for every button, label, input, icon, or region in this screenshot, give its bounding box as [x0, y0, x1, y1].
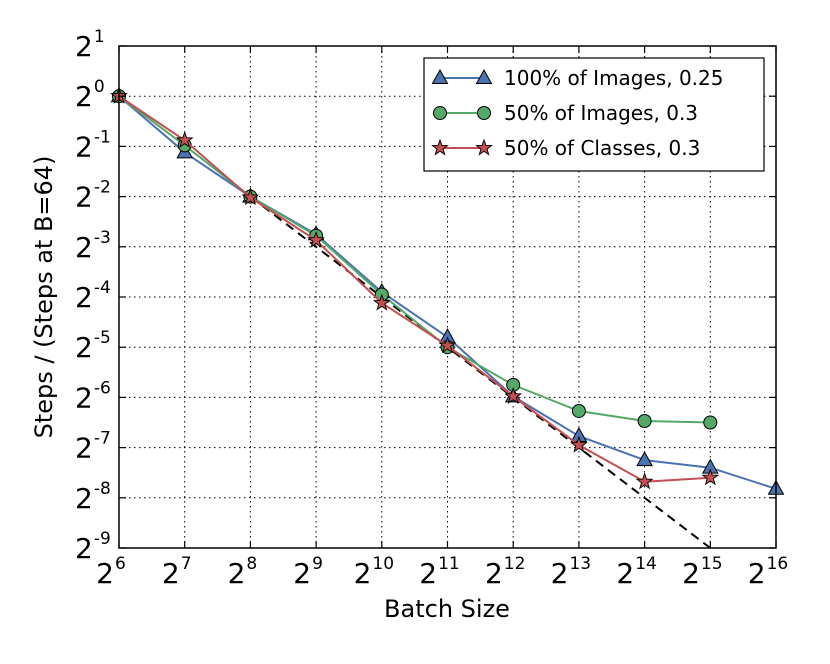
x-tick-labels: 26 27 28 29 210 211 212 213 214 215 216 — [96, 554, 788, 590]
data-point — [703, 415, 718, 430]
x-tick-label: 211 — [419, 554, 459, 590]
legend-marker — [431, 68, 449, 84]
y-tick-label: 2-4 — [75, 278, 111, 314]
data-point — [637, 413, 652, 428]
x-tick-label: 212 — [485, 554, 525, 590]
legend-label: 50% of Images, 0.3 — [504, 101, 698, 125]
tick-marks — [118, 45, 777, 549]
y-tick-label: 20 — [75, 77, 105, 113]
data-point — [307, 230, 325, 248]
legend-entry: 100% of Images, 0.25 — [431, 66, 723, 90]
data-point — [635, 472, 654, 490]
y-tick-label: 21 — [75, 27, 105, 63]
data-point — [636, 451, 653, 467]
series-line — [118, 95, 711, 483]
legend-label: 100% of Images, 0.25 — [504, 66, 723, 90]
x-tick-label: 28 — [228, 554, 258, 590]
x-tick-label: 26 — [96, 554, 126, 590]
legend-marker — [477, 106, 491, 120]
legend-entry: 50% of Images, 0.3 — [433, 101, 698, 125]
series-3 — [110, 86, 720, 490]
x-axis-label: Batch Size — [384, 595, 510, 623]
x-tick-label: 214 — [616, 554, 656, 590]
legend-marker — [475, 68, 493, 84]
data-point — [372, 293, 391, 311]
y-tick-label: 2-7 — [75, 429, 111, 465]
x-tick-label: 216 — [748, 554, 788, 590]
legend-marker — [433, 106, 447, 120]
y-tick-label: 2-5 — [75, 328, 111, 364]
y-tick-label: 2-8 — [75, 479, 111, 515]
legend-items: 100% of Images, 0.25 50% of Images, 0.3 50… — [431, 66, 723, 160]
y-tick-labels: 21 20 2-1 2-2 2-3 2-4 2-5 2-6 2-7 2-8 2-9 — [75, 27, 111, 565]
data-point — [701, 468, 720, 486]
data-point — [438, 336, 457, 354]
y-tick-label: 2-1 — [75, 127, 111, 163]
series-line — [118, 95, 711, 424]
legend-marker — [475, 138, 493, 156]
data-point — [571, 403, 586, 418]
y-tick-label: 2-6 — [75, 378, 111, 414]
legend: 100% of Images, 0.25 50% of Images, 0.3 50… — [423, 57, 765, 172]
y-tick-label: 2-3 — [75, 228, 111, 264]
y-axis-label: Steps / (Steps at B=64) — [30, 156, 58, 439]
x-tick-label: 215 — [682, 554, 722, 590]
data-point — [504, 387, 523, 404]
y-tick-label: 2-2 — [75, 178, 111, 214]
legend-label: 50% of Classes, 0.3 — [504, 136, 700, 160]
data-point — [570, 435, 588, 453]
legend-entry: 50% of Classes, 0.3 — [431, 136, 700, 160]
x-tick-label: 29 — [293, 554, 323, 590]
x-tick-label: 210 — [354, 554, 394, 590]
legend-marker — [431, 138, 449, 156]
x-tick-label: 213 — [551, 554, 591, 590]
data-point — [175, 131, 194, 148]
data-point — [241, 188, 260, 206]
x-tick-label: 27 — [162, 554, 192, 590]
y-tick-label: 2-9 — [75, 529, 111, 565]
